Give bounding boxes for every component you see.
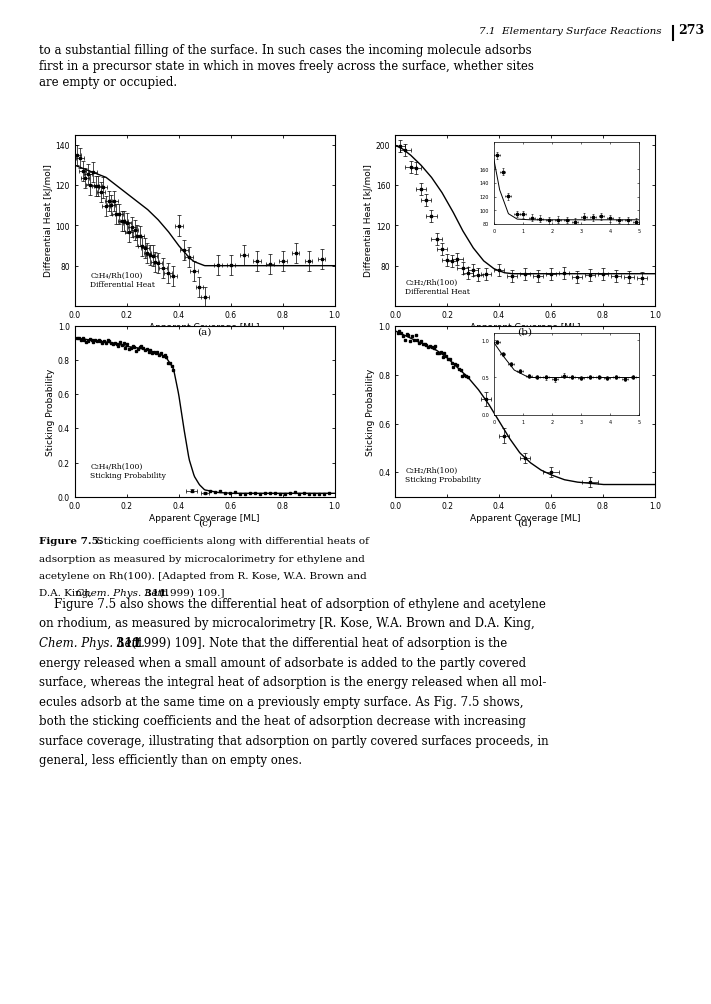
Text: to a substantial filling of the surface. In such cases the incoming molecule ads: to a substantial filling of the surface.… bbox=[39, 44, 531, 57]
Y-axis label: Sticking Probability: Sticking Probability bbox=[46, 368, 55, 455]
X-axis label: Apparent Coverage [ML]: Apparent Coverage [ML] bbox=[469, 514, 579, 523]
Y-axis label: Differential Heat [kJ/mol]: Differential Heat [kJ/mol] bbox=[43, 165, 53, 277]
X-axis label: Apparent Coverage [ML]: Apparent Coverage [ML] bbox=[469, 323, 579, 332]
Text: (1999) 109.]: (1999) 109.] bbox=[156, 588, 224, 597]
Text: are empty or occupied.: are empty or occupied. bbox=[39, 76, 177, 89]
Y-axis label: Differential Heat [kJ/mol]: Differential Heat [kJ/mol] bbox=[363, 165, 373, 277]
Text: Sticking coefficients along with differential heats of: Sticking coefficients along with differe… bbox=[90, 537, 369, 546]
X-axis label: Apparent Coverage [ML]: Apparent Coverage [ML] bbox=[149, 514, 260, 523]
Text: surface coverage, illustrating that adsorption on partly covered surfaces procee: surface coverage, illustrating that adso… bbox=[39, 735, 548, 747]
Text: D.A. King,: D.A. King, bbox=[39, 588, 95, 597]
Text: surface, whereas the integral heat of adsorption is the energy released when all: surface, whereas the integral heat of ad… bbox=[39, 676, 546, 689]
Text: 273: 273 bbox=[678, 24, 704, 36]
Text: Chem. Phys. Lett.: Chem. Phys. Lett. bbox=[76, 588, 169, 597]
Text: C₂H₂/Rh(100)
Sticking Probability: C₂H₂/Rh(100) Sticking Probability bbox=[405, 466, 481, 483]
Text: 311: 311 bbox=[112, 637, 141, 650]
Text: on rhodium, as measured by microcalorimetry [R. Kose, W.A. Brown and D.A. King,: on rhodium, as measured by microcalorime… bbox=[39, 617, 534, 630]
Text: (a): (a) bbox=[197, 327, 212, 336]
Text: (1999) 109]. Note that the differential heat of adsorption is the: (1999) 109]. Note that the differential … bbox=[128, 637, 507, 650]
Text: (b): (b) bbox=[517, 327, 532, 336]
Text: adsorption as measured by microcalorimetry for ethylene and: adsorption as measured by microcalorimet… bbox=[39, 554, 365, 563]
Text: energy released when a small amount of adsorbate is added to the partly covered: energy released when a small amount of a… bbox=[39, 657, 525, 669]
Text: 311: 311 bbox=[141, 588, 166, 597]
X-axis label: Apparent Coverage [ML]: Apparent Coverage [ML] bbox=[149, 323, 260, 332]
Text: C₂H₄/Rh(100)
Sticking Probability: C₂H₄/Rh(100) Sticking Probability bbox=[90, 463, 166, 480]
Text: Figure 7.5.: Figure 7.5. bbox=[39, 537, 102, 546]
Text: both the sticking coefficients and the heat of adsorption decrease with increasi: both the sticking coefficients and the h… bbox=[39, 715, 525, 728]
Text: Chem. Phys. Lett.: Chem. Phys. Lett. bbox=[39, 637, 145, 650]
Text: ecules adsorb at the same time on a previously empty surface. As Fig. 7.5 shows,: ecules adsorb at the same time on a prev… bbox=[39, 696, 523, 708]
Text: (c): (c) bbox=[198, 518, 211, 527]
Text: (d): (d) bbox=[517, 518, 532, 527]
Text: acetylene on Rh(100). [Adapted from R. Kose, W.A. Brown and: acetylene on Rh(100). [Adapted from R. K… bbox=[39, 571, 366, 580]
Y-axis label: Sticking Probability: Sticking Probability bbox=[366, 368, 375, 455]
Text: first in a precursor state in which in moves freely across the surface, whether : first in a precursor state in which in m… bbox=[39, 60, 533, 73]
Text: C₂H₂/Rh(100)
Differential Heat: C₂H₂/Rh(100) Differential Heat bbox=[405, 279, 470, 296]
Text: C₂H₄/Rh(100)
Differential Heat: C₂H₄/Rh(100) Differential Heat bbox=[90, 272, 155, 289]
Text: Figure 7.5 also shows the differential heat of adsorption of ethylene and acetyl: Figure 7.5 also shows the differential h… bbox=[39, 597, 545, 610]
Text: 7.1  Elementary Surface Reactions: 7.1 Elementary Surface Reactions bbox=[479, 27, 661, 35]
Text: general, less efficiently than on empty ones.: general, less efficiently than on empty … bbox=[39, 754, 302, 767]
